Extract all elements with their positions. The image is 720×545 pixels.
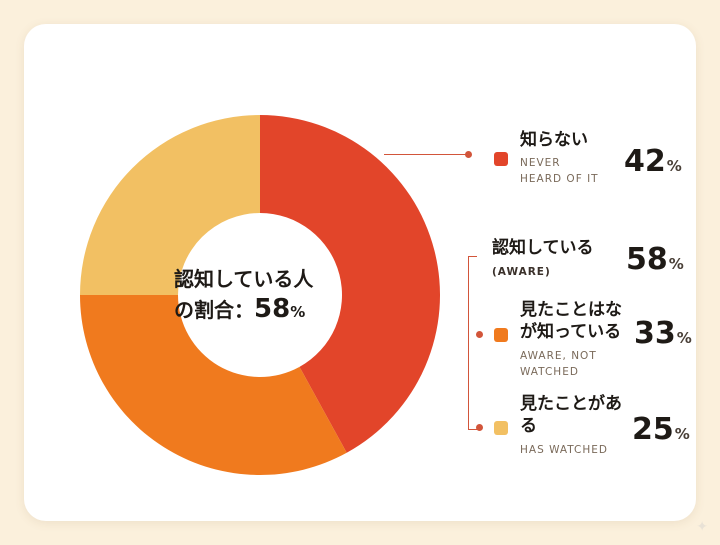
center-unit: % [290,303,306,321]
sub-aware-not-1: AWARE, NOT [520,350,597,362]
sub-aware-not-2: WATCHED [520,366,579,378]
center-line2: の割合： [174,298,254,322]
donut-slice-0 [260,115,440,453]
connector-never [384,154,466,155]
swatch-aware-not-watched [494,328,508,342]
sub-watched: HAS WATCHED [520,444,609,456]
donut-slice-2 [80,115,260,295]
center-label: 認知している人 の割合：58% [174,264,354,327]
label-never: 知らない [520,130,588,150]
label-aware-not-2: が知っている [520,322,622,342]
connector-dot-watched [476,424,483,431]
swatch-watched [494,421,508,435]
value-watched: 25% [632,412,690,447]
connector-dot-never [465,151,472,158]
connector-aware-bracket [468,256,477,430]
sub-aware: (AWARE) [492,266,551,278]
sub-never-2: HEARD OF IT [520,173,599,185]
connector-dot-aware-not [476,331,483,338]
label-watched-2: る [520,416,537,436]
legend: 知らない NEVER HEARD OF IT 42% 認知している (AWARE… [384,114,714,474]
label-watched-1: 見たことがあ [520,394,622,414]
label-aware: 認知している [492,238,594,258]
center-line1: 認知している人 [174,267,314,291]
label-aware-not-1: 見たことはな [520,300,622,320]
value-aware-not-watched: 33% [634,316,692,351]
center-line2-wrap: の割合：58% [174,294,354,327]
sparkle-icon: ✦ [696,519,708,535]
donut-slice-1 [80,295,347,476]
swatch-never [494,152,508,166]
value-never: 42% [624,144,682,179]
chart-card: 認知している人 の割合：58% 知らない NEVER HEARD OF IT 4… [24,24,696,521]
value-aware: 58% [626,242,684,277]
sub-never-1: NEVER [520,157,561,169]
center-value: 58 [254,294,291,324]
donut-chart [80,115,440,476]
